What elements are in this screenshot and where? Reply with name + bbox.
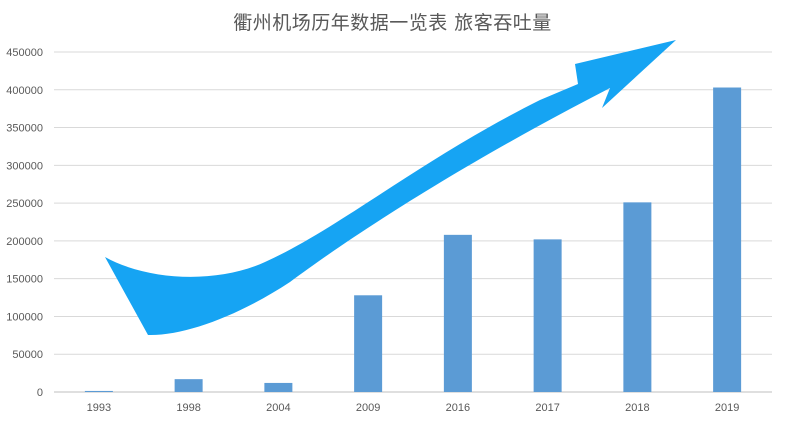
x-tick-label: 2017 <box>535 402 559 414</box>
y-tick-label: 250000 <box>6 198 43 210</box>
x-tick-label: 2018 <box>625 402 649 414</box>
trend-arrow-icon <box>105 40 676 336</box>
x-tick-label: 2016 <box>446 402 470 414</box>
gridlines <box>54 51 772 393</box>
y-tick-label: 300000 <box>6 160 43 172</box>
bars <box>84 87 742 392</box>
x-tick-label: 2004 <box>266 402 290 414</box>
x-tick-label: 1993 <box>87 402 111 414</box>
chart-title: 衢州机场历年数据一览表 旅客吞吐量 <box>233 12 552 34</box>
x-axis-ticks: 1993 1998 2004 2009 2016 2017 2018 2019 <box>87 402 740 414</box>
y-tick-label: 400000 <box>6 85 43 97</box>
bar-2016 <box>443 234 472 392</box>
bar-2018 <box>623 202 652 392</box>
y-tick-label: 450000 <box>6 47 43 59</box>
bar-1993 <box>84 390 113 392</box>
y-axis-ticks: 0 50000 100000 150000 200000 250000 300000 3500… <box>6 47 43 399</box>
bar-2017 <box>533 239 562 392</box>
x-tick-label: 1998 <box>176 402 200 414</box>
x-tick-label: 2019 <box>715 402 739 414</box>
y-tick-label: 50000 <box>12 349 43 361</box>
y-tick-label: 200000 <box>6 236 43 248</box>
y-tick-label: 0 <box>37 387 43 399</box>
y-tick-label: 100000 <box>6 311 43 323</box>
bar-1998 <box>174 379 203 392</box>
y-tick-label: 150000 <box>6 274 43 286</box>
bar-2019 <box>713 87 742 392</box>
bar-2004 <box>264 382 293 392</box>
bar-2009 <box>354 295 383 392</box>
y-tick-label: 350000 <box>6 123 43 135</box>
x-tick-label: 2009 <box>356 402 380 414</box>
